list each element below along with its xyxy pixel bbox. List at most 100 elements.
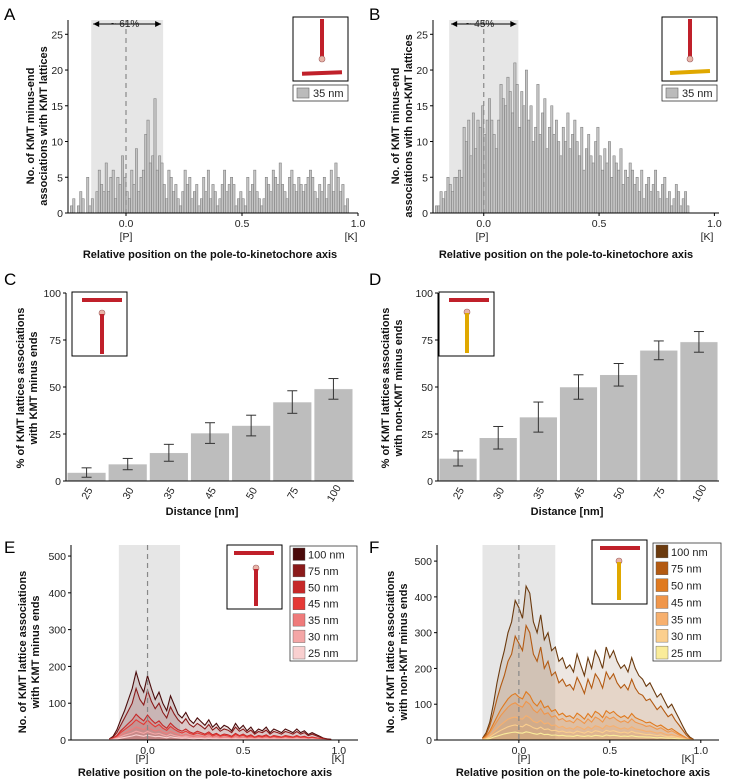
panel-a-bar [315,198,319,214]
panel-f-ytick-label: 200 [414,663,432,675]
panel-b-bar [471,112,475,214]
panel-b-bar [465,141,468,214]
panel-b-bar [462,126,466,214]
panel-b-ytick-label: 20 [416,65,428,77]
panel-b-bar [520,91,524,214]
panel-letter-b: B [369,5,380,24]
panel-a-bar [239,191,243,214]
panel-b-bar [679,205,683,214]
panel-a-bar [234,205,238,214]
panel-b-bar [437,205,441,214]
panel-e-legend-label: 75 nm [308,566,339,578]
panel-a-bar [195,184,199,214]
panel-b-legend-label: 35 nm [682,88,713,100]
panel-a-inset-minus-end-icon [318,55,326,63]
panel-letter-a: A [4,5,16,24]
panel-a-ytick-label: 10 [51,137,63,149]
panel-b-bar [670,205,674,214]
panel-b-bar [608,141,611,214]
panel-b-bar [610,177,614,214]
panel-a-sub-label-p: [P] [120,231,133,243]
panel-e-ytick-label: 0 [60,735,66,747]
panel-a-ytick-label: 25 [51,29,63,41]
panel-f-legend-swatch [655,595,669,609]
panel-b-bar [458,169,461,214]
panel-b-bar [617,169,621,214]
panel-a-legend-swatch [296,87,310,99]
panel-a-bar [318,184,322,214]
panel-d-ytick-label: 100 [415,288,433,300]
panel-b-xtick-label: 0.0 [476,218,491,230]
panel-a-legend-label: 35 nm [313,88,344,100]
panel-a-bar [339,191,343,214]
panel-b-bar [686,205,690,214]
panel-a-arrowhead-left [93,21,100,27]
panel-a-bar [128,198,131,214]
panel-a-bar [246,177,250,214]
panel-b-bar [614,162,618,214]
panel-f-series-line [482,723,694,741]
panel-a-bar [209,198,213,214]
panel-a-bar [299,184,303,214]
panel-f-line-chart: 0 100 200 300 400 500 0.0 0.5 1.0 [P] [K] Relati… [385,539,722,779]
panel-f-ytick-label: 0 [426,735,432,747]
panel-a-bar [81,198,85,214]
panel-e-legend-label: 25 nm [308,648,339,660]
panel-b-bar [529,105,533,214]
panel-b-bars [435,62,690,214]
panel-b-bar [451,191,455,214]
panel-a-bar [181,191,185,214]
panel-a-bar [186,184,189,214]
panel-b-bar [587,134,591,214]
panel-b-bar [446,177,450,214]
panel-f-legend-swatch [655,629,669,643]
panel-d-category-label: 30 [491,485,507,501]
panel-e-legend-label: 45 nm [308,599,339,611]
panel-b-bar [453,177,457,214]
panel-b-bar [550,105,554,214]
panel-b-bar [499,84,503,214]
panel-a-bar [116,177,120,214]
panel-c-category-label: 100 [325,483,344,504]
panel-b-bar [557,141,561,214]
panel-b-bar [649,191,653,214]
panel-a-bar [325,198,329,214]
panel-b-bar [506,76,510,214]
panel-d-bar [559,386,598,482]
panel-f-legend-label: 35 nm [671,614,702,626]
panel-e-ytick-label: 300 [48,625,66,637]
panel-b-bar [656,191,660,214]
panel-a-bar [88,205,92,214]
panel-a-bar [227,184,231,214]
panel-b-bar [552,134,556,214]
panel-c-bar [272,401,312,482]
panel-b-bar [635,177,639,214]
panel-b-bar [522,105,526,214]
panel-a-bar [292,184,296,214]
panel-a-bar [244,205,247,214]
panel-a-bar [90,198,94,214]
panel-b-bar [515,84,519,214]
panel-a-bar [237,198,240,214]
panel-a-bar [223,169,227,214]
panel-a-bar [162,184,166,214]
panel-e-series-area [109,726,332,740]
panel-e-ytick-label: 200 [48,661,66,673]
panel-b-arrowhead-right [510,21,517,27]
panel-b-bar [684,191,687,214]
panel-f-xtick-label: 0.5 [603,745,618,757]
panel-a-bar [218,198,222,214]
panel-b-bar [501,98,505,214]
panel-b-xtick-label: 0.5 [592,218,607,230]
panel-a-bar [232,184,236,214]
panel-b-bar [584,148,588,214]
panel-e-legend-label: 50 nm [308,582,339,594]
panel-a-bar [260,205,264,214]
panel-b-bar [672,198,676,214]
panel-e-axes: 0 100 200 300 400 500 0.0 0.5 1.0 [48,545,358,757]
panel-f-legend-label: 30 nm [671,631,702,643]
panel-f-series-line [482,731,694,741]
panel-a-bar [271,169,275,214]
panel-f-lines [482,584,694,741]
